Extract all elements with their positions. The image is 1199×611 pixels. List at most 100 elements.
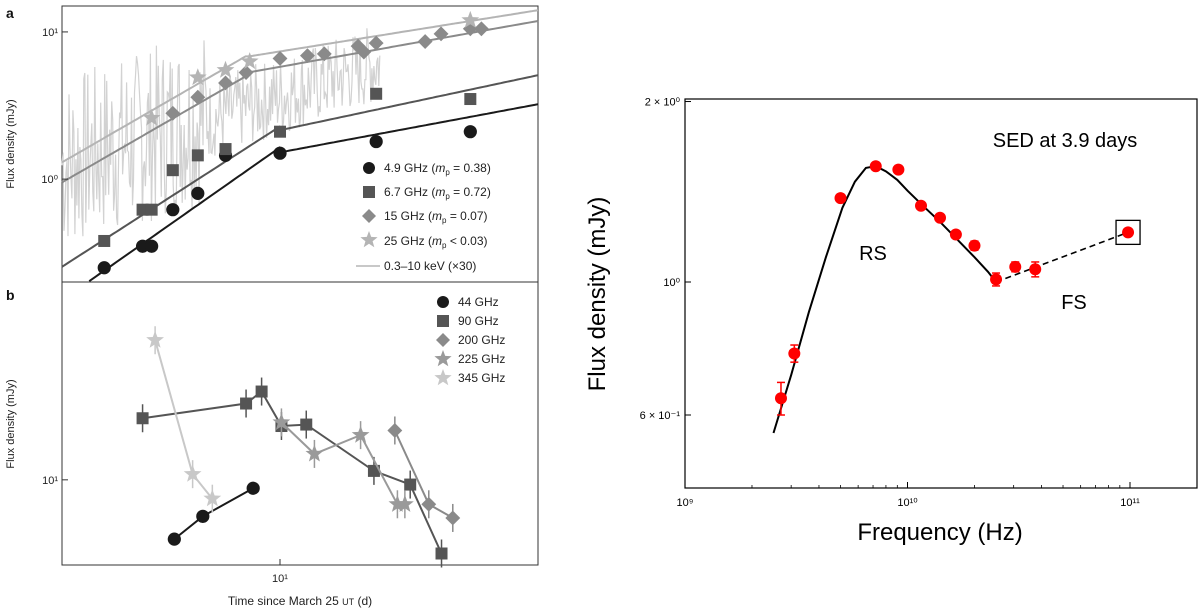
panel-a-legend: 4.9 GHz (mp = 0.38) 6.7 GHz (mp = 0.72) …	[356, 161, 491, 273]
data-point-circle	[934, 211, 947, 224]
panel-a-y-ticks: 10⁰ 10¹	[41, 27, 68, 186]
data-point-diamond	[473, 21, 489, 37]
data-point-circle	[949, 228, 962, 241]
legend-a-item: 25 GHz (mp < 0.03)	[360, 231, 488, 250]
panel-b-frame	[61, 281, 539, 566]
data-point-star	[203, 489, 222, 507]
data-point-square	[145, 203, 158, 216]
data-point-diamond	[165, 105, 181, 121]
data-point-circle	[191, 186, 205, 200]
legend-star-marker	[360, 231, 378, 248]
panel-b-ylabel: Flux density (mJy)	[5, 379, 17, 468]
data-point-circle	[869, 160, 882, 173]
data-point-circle	[1122, 226, 1135, 239]
data-point-circle	[915, 199, 928, 212]
legend-b-item: 90 GHz	[437, 314, 499, 328]
data-point-circle	[273, 146, 287, 160]
data-point-circle	[135, 239, 150, 253]
data-point-diamond	[462, 21, 478, 37]
data-point-diamond	[421, 496, 437, 512]
panel-b-label: b	[6, 287, 15, 303]
panel-a-label: a	[6, 5, 14, 21]
data-point-diamond	[300, 48, 315, 64]
model-line	[61, 20, 539, 184]
data-point-diamond	[190, 89, 206, 105]
data-point-circle	[834, 192, 847, 205]
data-point-circle	[774, 392, 787, 405]
data-point-square	[136, 203, 149, 216]
legend-b-text-2: 200 GHz	[458, 333, 505, 347]
data-point-star	[272, 413, 291, 430]
data-point-circle	[369, 134, 383, 149]
annotation-rs: RS	[859, 243, 887, 265]
sed-title: SED at 3.9 days	[993, 130, 1138, 152]
data-point-star	[396, 494, 414, 512]
sed-panel: SED at 3.9 days Flux density (mJy) Frequ…	[584, 97, 1198, 546]
y-tick-label: 10⁰	[663, 277, 680, 289]
legend-a-item: 0.3–10 keV (×30)	[356, 259, 476, 273]
data-point-square	[274, 125, 287, 138]
data-point-square	[255, 385, 268, 398]
sed-frame	[684, 98, 1198, 489]
data-point-circle	[166, 203, 180, 217]
legend-a-item: 4.9 GHz (mp = 0.38)	[363, 161, 491, 177]
data-point-star	[305, 444, 324, 462]
data-point-square	[136, 412, 149, 425]
model-line	[61, 9, 539, 164]
data-point-square	[191, 149, 204, 162]
panel-b-y-ticks: 10¹	[42, 475, 68, 487]
xray-trace	[61, 28, 381, 237]
legend-a-text-2: 15 GHz (mp = 0.07)	[384, 209, 488, 225]
legend-a-item: 6.7 GHz (mp = 0.72)	[363, 185, 491, 201]
data-point-circle	[990, 273, 1003, 286]
y-tick-label: 10⁰	[41, 174, 58, 186]
panel-b-series	[136, 326, 461, 568]
data-point-square	[464, 93, 477, 106]
data-point-square	[219, 143, 232, 156]
data-point-diamond	[433, 26, 449, 42]
legend-b-text-4: 345 GHz	[458, 371, 505, 385]
data-point-diamond	[218, 75, 233, 91]
legend-a-text-1: 6.7 GHz (mp = 0.72)	[384, 185, 491, 201]
data-point-diamond	[316, 46, 332, 62]
y-tick-label: 6 × 10⁻¹	[640, 410, 681, 422]
data-point-star	[351, 425, 370, 443]
data-point-square	[240, 397, 253, 410]
legend-b-item: 225 GHz	[434, 350, 505, 367]
panel-b-legend: 44 GHz 90 GHz 200 GHz 225 GHz 345 GHz	[434, 295, 505, 386]
legend-circle-marker	[437, 296, 449, 308]
legend-square-marker	[363, 186, 375, 198]
data-point-circle	[788, 347, 801, 360]
data-point-diamond	[445, 510, 461, 526]
y-tick-label: 10¹	[42, 475, 58, 487]
data-point-circle	[167, 532, 181, 546]
x-tick-label: 10⁹	[677, 497, 694, 509]
model-line	[88, 103, 539, 283]
panel-a-markers	[97, 10, 489, 275]
panel-b-xlabel: Time since March 25 UT (d)	[228, 594, 372, 608]
data-point-circle	[892, 163, 905, 176]
legend-diamond-marker	[362, 209, 376, 223]
data-point-star	[240, 52, 259, 69]
series-line	[280, 421, 405, 506]
panel-a: a Flux density (mJy) 10⁰ 10¹ 4.9 GHz (mp …	[5, 5, 539, 283]
x-tick-label: 10¹⁰	[897, 497, 918, 509]
data-point-star	[388, 494, 407, 512]
legend-b-item: 44 GHz	[437, 295, 499, 309]
data-point-diamond	[368, 35, 384, 51]
legend-a-text-3: 25 GHz (mp < 0.03)	[384, 234, 488, 250]
data-point-diamond	[238, 65, 254, 80]
data-point-square	[166, 164, 179, 177]
xray-lightcurve	[61, 28, 381, 237]
data-point-star	[461, 10, 480, 28]
data-point-circle	[196, 509, 210, 523]
annotation-fs: FS	[1061, 292, 1087, 314]
data-point-square	[404, 478, 417, 491]
highlight-box	[1115, 219, 1141, 246]
series-line	[154, 339, 214, 500]
sed-xlabel: Frequency (Hz)	[857, 519, 1022, 546]
data-point-square	[435, 547, 448, 560]
legend-b-text-1: 90 GHz	[458, 314, 499, 328]
data-point-star	[183, 464, 202, 482]
